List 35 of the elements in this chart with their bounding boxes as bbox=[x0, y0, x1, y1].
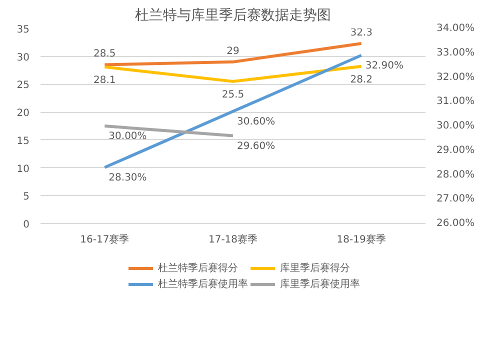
chart-title: 杜兰特与库里季后赛数据走势图 bbox=[135, 8, 331, 24]
y-tick-label: 0 bbox=[23, 220, 30, 230]
y2-tick-label: 30.00% bbox=[436, 120, 475, 132]
x-tick-label: 18-19赛季 bbox=[336, 234, 386, 246]
y-tick-label: 30 bbox=[16, 52, 30, 64]
data-label: 28.1 bbox=[94, 74, 116, 86]
y-tick-label: 10 bbox=[16, 164, 30, 175]
y-tick-label: 35 bbox=[16, 24, 30, 36]
y2-tick-label: 28.00% bbox=[436, 169, 475, 180]
data-label: 29.60% bbox=[237, 140, 276, 152]
data-label: 30.60% bbox=[237, 116, 276, 128]
data-label: 30.00% bbox=[108, 131, 147, 142]
y2-tick-label: 27.00% bbox=[436, 194, 475, 205]
y-tick-label: 20 bbox=[16, 108, 30, 120]
x-tick-label: 17-18赛季 bbox=[208, 234, 258, 246]
data-label: 28.30% bbox=[108, 172, 147, 184]
y2-tick-label: 29.00% bbox=[436, 144, 475, 156]
y-tick-label: 25 bbox=[16, 80, 30, 92]
legend-label: 库里季后赛使用率 bbox=[280, 278, 360, 290]
data-label: 28.5 bbox=[94, 48, 116, 60]
data-label: 25.5 bbox=[222, 89, 244, 100]
y-tick-label: 5 bbox=[23, 192, 30, 203]
y2-tick-label: 31.00% bbox=[436, 96, 475, 108]
y-tick-label: 15 bbox=[16, 136, 30, 147]
y2-tick-label: 32.00% bbox=[436, 72, 475, 83]
data-label: 29 bbox=[226, 46, 240, 57]
legend-label: 杜兰特季后赛使用率 bbox=[158, 278, 248, 290]
data-label: 32.90% bbox=[365, 60, 404, 72]
legend-label: 库里季后赛得分 bbox=[280, 262, 350, 274]
y2-tick-label: 33.00% bbox=[436, 47, 475, 58]
data-label: 28.2 bbox=[350, 74, 372, 86]
x-tick-label: 16-17赛季 bbox=[80, 234, 130, 246]
y2-tick-label: 26.00% bbox=[436, 218, 475, 229]
y2-tick-label: 34.00% bbox=[436, 23, 475, 34]
legend-label: 杜兰特季后赛得分 bbox=[158, 262, 238, 274]
